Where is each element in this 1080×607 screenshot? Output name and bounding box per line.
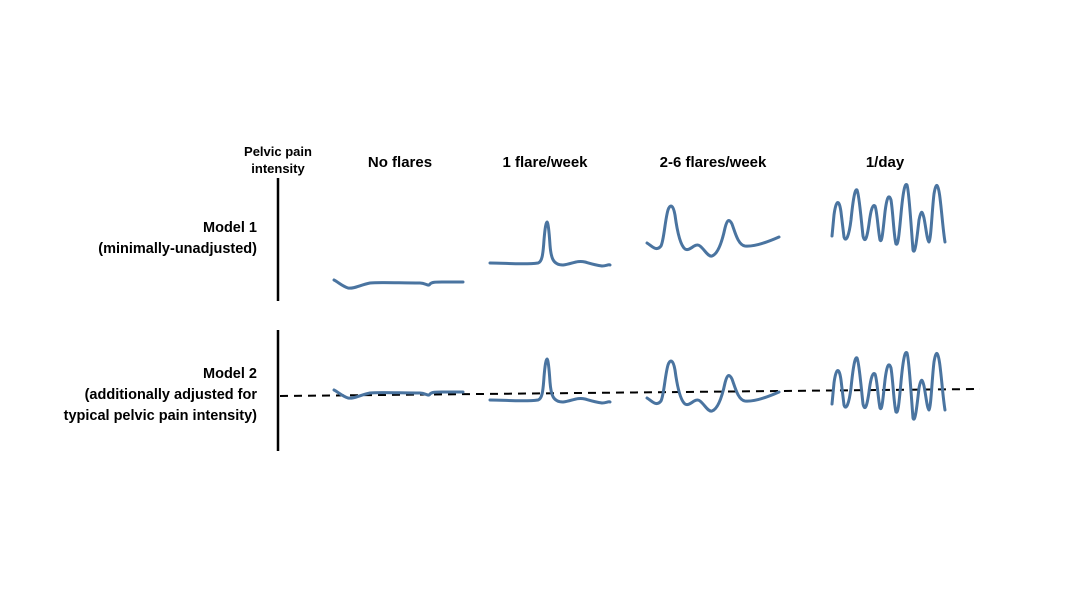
model-1-1-flare-week-trace (488, 220, 612, 268)
model-2-2-6-flares-week-trace (645, 359, 781, 413)
typical-pain-reference-line (279, 388, 981, 397)
model-2-1-day-trace (830, 350, 947, 421)
column-header-no-flares: No flares (367, 154, 433, 171)
model-2-description-line2: typical pelvic pain intensity) (63, 408, 257, 424)
model-1-name: Model 1 (203, 220, 257, 236)
y-axis-title-line2: intensity (251, 161, 305, 176)
model-2-1-flare-week-trace (488, 357, 612, 405)
row-label-model-1: Model 1 (minimally-unadjusted) (98, 218, 257, 260)
column-header-1-flare-week: 1 flare/week (502, 154, 588, 171)
model-2-no-flares-trace (332, 388, 465, 400)
model-2-name: Model 2 (203, 366, 257, 382)
column-header-1-day: 1/day (865, 154, 905, 171)
model-1-description: (minimally-unadjusted) (98, 241, 257, 257)
row-label-model-2: Model 2 (additionally adjusted for typic… (64, 364, 257, 427)
model-1-2-6-flares-week-trace (645, 204, 781, 258)
model-1-no-flares-trace (332, 278, 465, 290)
model-1-1-day-trace (830, 182, 947, 253)
model-2-description-line1: (additionally adjusted for (84, 387, 257, 403)
y-axis-title: Pelvic pain intensity (228, 143, 328, 177)
column-header-2-6-flares-week: 2-6 flares/week (659, 154, 767, 171)
y-axis-title-line1: Pelvic pain (244, 144, 312, 159)
